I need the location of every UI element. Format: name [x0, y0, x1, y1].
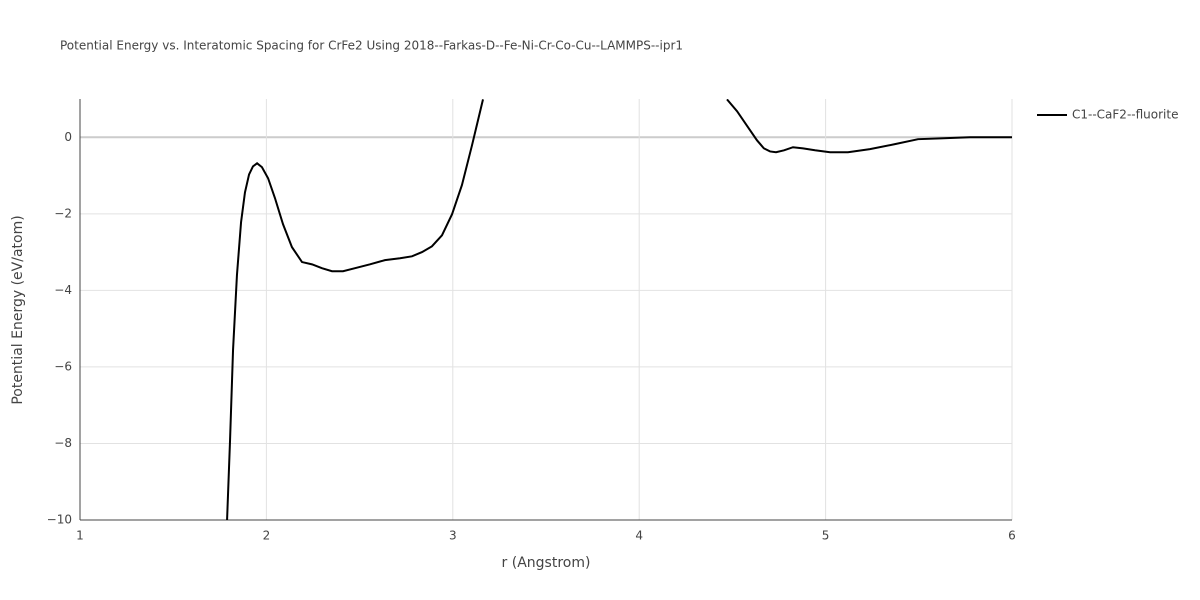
x-axis-label: r (Angstrom): [502, 555, 591, 571]
legend-label: C1--CaF2--fluorite: [1072, 108, 1178, 122]
x-tick-label: 1: [76, 529, 84, 543]
x-tick-label: 6: [1008, 529, 1016, 543]
x-tick-label: 5: [822, 529, 830, 543]
chart-title: Potential Energy vs. Interatomic Spacing…: [60, 39, 683, 53]
y-tick-label: 0: [64, 130, 72, 144]
y-tick-label: −4: [54, 283, 72, 297]
y-axis-label: Potential Energy (eV/atom): [10, 215, 26, 404]
y-tick-label: −2: [54, 206, 72, 220]
x-tick-label: 4: [635, 529, 643, 543]
y-tick-label: −8: [54, 436, 72, 450]
y-tick-label: −10: [47, 513, 72, 527]
x-tick-label: 2: [263, 529, 271, 543]
data-line: [226, 99, 1012, 520]
y-tick-label: −6: [54, 359, 72, 373]
x-tick-label: 3: [449, 529, 457, 543]
